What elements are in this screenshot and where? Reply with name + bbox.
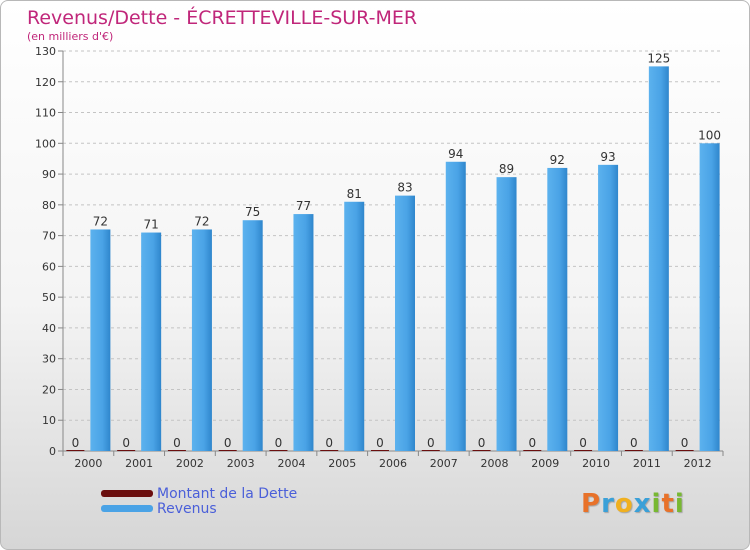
x-tick-label: 2005 (328, 457, 356, 470)
logo-letter: t (661, 489, 675, 519)
data-label-revenue: 94 (448, 147, 463, 161)
bar-revenue (293, 214, 314, 451)
y-tick-label: 120 (35, 76, 56, 89)
data-label-revenue: 77 (296, 199, 311, 213)
legend-label-revenue: Revenus (157, 501, 217, 517)
logo-letter: i (674, 489, 685, 519)
data-label-revenue: 100 (698, 128, 721, 142)
x-tick-label: 2000 (74, 457, 102, 470)
bar-debt (269, 450, 288, 451)
x-tick-label: 2004 (277, 457, 305, 470)
bar-debt (167, 450, 186, 451)
legend-swatch-debt (101, 490, 153, 497)
proxiti-logo: Proxiti (581, 489, 685, 519)
data-label-debt: 0 (325, 436, 333, 450)
x-tick-label: 2001 (125, 457, 153, 470)
bar-revenue (141, 232, 162, 451)
data-label-debt: 0 (224, 436, 232, 450)
data-label-revenue: 92 (550, 153, 565, 167)
data-label-revenue: 72 (194, 214, 209, 228)
bar-revenue (344, 201, 365, 451)
bar-revenue (242, 220, 263, 451)
y-tick-label: 50 (42, 291, 56, 304)
logo-letter: r (601, 489, 615, 519)
data-label-debt: 0 (275, 436, 283, 450)
bar-debt (675, 450, 694, 451)
data-label-revenue: 83 (397, 181, 412, 195)
y-tick-label: 70 (42, 230, 56, 243)
x-tick-label: 2010 (582, 457, 610, 470)
bar-debt (371, 450, 389, 451)
chart-title: Revenus/Dette - ÉCRETTEVILLE-SUR-MER (27, 7, 418, 29)
y-tick-label: 100 (35, 137, 56, 150)
y-tick-label: 10 (42, 414, 56, 427)
y-tick-label: 130 (35, 45, 56, 58)
y-tick-label: 60 (42, 260, 56, 273)
logo-letter: x (633, 489, 652, 519)
bar-revenue (395, 195, 415, 451)
x-tick-label: 2006 (379, 457, 407, 470)
data-label-revenue: 125 (647, 51, 670, 65)
logo-letter: o (614, 489, 634, 519)
y-tick-label: 0 (49, 445, 56, 458)
data-label-debt: 0 (173, 436, 181, 450)
bar-debt (624, 450, 643, 451)
x-tick-label: 2002 (176, 457, 204, 470)
y-tick-label: 80 (42, 199, 56, 212)
data-label-debt: 0 (427, 436, 435, 450)
bar-revenue (699, 143, 720, 452)
legend-swatch-revenue (101, 505, 153, 512)
y-tick-label: 40 (42, 322, 56, 335)
bar-debt (421, 450, 440, 451)
data-label-revenue: 71 (144, 218, 159, 232)
bar-revenue (445, 161, 466, 451)
data-label-debt: 0 (630, 436, 638, 450)
data-label-debt: 0 (122, 436, 130, 450)
data-label-debt: 0 (528, 436, 536, 450)
data-label-debt: 0 (478, 436, 486, 450)
y-tick-label: 30 (42, 353, 56, 366)
bar-debt (472, 450, 491, 451)
x-tick-label: 2009 (531, 457, 559, 470)
bar-debt (523, 450, 542, 451)
bar-debt (117, 450, 136, 451)
x-tick-label: 2011 (633, 457, 661, 470)
x-tick-label: 2007 (430, 457, 458, 470)
bar-debt (574, 450, 593, 451)
y-tick-label: 110 (35, 107, 56, 120)
bar-debt (218, 450, 237, 451)
bar-revenue (598, 164, 619, 451)
bar-revenue (90, 229, 111, 451)
chart-subtitle: (en milliers d'€) (27, 30, 114, 43)
bar-debt (66, 450, 85, 451)
data-label-debt: 0 (681, 436, 689, 450)
data-label-revenue: 93 (600, 150, 615, 164)
data-label-revenue: 81 (347, 187, 362, 201)
bar-revenue (191, 229, 212, 451)
data-label-debt: 0 (579, 436, 587, 450)
x-tick-label: 2012 (684, 457, 712, 470)
data-label-debt: 0 (72, 436, 80, 450)
data-label-revenue: 75 (245, 205, 260, 219)
legend-label-debt: Montant de la Dette (157, 486, 298, 502)
bar-revenue (547, 167, 568, 451)
logo-letter: P (581, 489, 602, 519)
y-tick-label: 90 (42, 168, 56, 181)
bar-debt (320, 450, 339, 451)
data-label-revenue: 89 (499, 162, 514, 176)
bar-revenue (496, 177, 517, 451)
bar-revenue (648, 66, 669, 451)
x-tick-label: 2008 (481, 457, 509, 470)
data-label-debt: 0 (376, 436, 384, 450)
y-tick-label: 20 (42, 383, 56, 396)
x-tick-label: 2003 (227, 457, 255, 470)
data-label-revenue: 72 (93, 214, 108, 228)
logo-letter: i (651, 489, 662, 519)
